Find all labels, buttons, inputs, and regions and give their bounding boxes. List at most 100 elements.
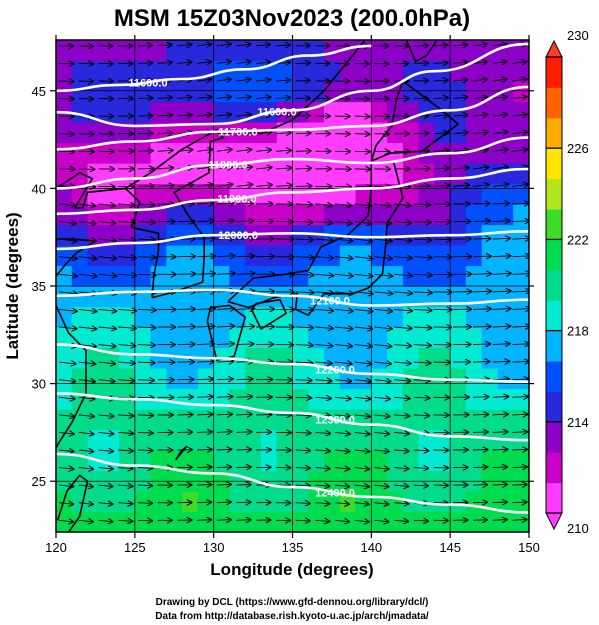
field-cell [260, 163, 278, 185]
wind-arrow [374, 503, 389, 505]
field-cell [182, 81, 199, 103]
field-cell [371, 306, 388, 328]
wind-arrow [216, 203, 233, 204]
colorbar-segment [546, 300, 562, 332]
contour-label: 11800.0 [208, 159, 247, 171]
field-cell [339, 142, 357, 164]
wind-arrow [98, 520, 113, 521]
wind-arrow [295, 397, 312, 398]
field-cell [260, 40, 278, 62]
wind-arrow [59, 292, 77, 294]
wind-arrow [335, 274, 353, 276]
wind-arrow [374, 309, 393, 311]
wind-arrow [78, 239, 96, 241]
field-cell [308, 511, 325, 532]
wind-arrow [59, 468, 73, 470]
field-cell [56, 511, 73, 532]
contour-label: 11700.0 [218, 126, 257, 138]
wind-arrow [354, 415, 370, 417]
wind-arrow [59, 503, 73, 505]
wind-arrow [354, 327, 372, 329]
field-cell [355, 101, 372, 123]
field-cell [260, 388, 278, 410]
wind-arrow [118, 432, 133, 433]
wind-arrow [394, 432, 409, 433]
wind-arrow [315, 239, 332, 240]
colorbar-tick-label: 218 [567, 324, 589, 339]
field-cell [292, 511, 309, 532]
wind-arrow [78, 222, 96, 224]
field-cell [166, 245, 183, 267]
wind-arrow [295, 63, 310, 64]
wind-arrow [216, 449, 232, 450]
wind-arrow [157, 98, 172, 99]
wind-arrow [453, 185, 469, 186]
wind-arrow [295, 222, 313, 223]
field-cell [56, 388, 73, 410]
wind-arrow [394, 380, 410, 381]
wind-arrow [295, 468, 310, 469]
field-cell [481, 368, 499, 390]
field-cell [481, 101, 499, 123]
field-cell [355, 245, 372, 267]
wind-arrow [374, 204, 391, 206]
wind-arrow [433, 186, 450, 187]
field-cell [166, 81, 183, 103]
wind-arrow [394, 257, 412, 259]
wind-arrow [118, 520, 132, 521]
field-cell [450, 286, 467, 308]
field-cell [103, 368, 120, 390]
wind-arrow [137, 116, 153, 117]
wind-arrow [315, 520, 329, 521]
field-cell [87, 245, 104, 267]
wind-arrow [413, 309, 432, 310]
field-cell [71, 122, 89, 144]
wind-vectors [59, 44, 529, 522]
x-tick-label: 145 [439, 540, 461, 555]
wind-arrow [472, 185, 489, 187]
contour-label: 12400.0 [315, 488, 355, 500]
field-cell [355, 368, 372, 390]
wind-arrow [197, 485, 211, 486]
wind-arrow [453, 45, 467, 46]
wind-arrow [472, 362, 490, 363]
field-cell [276, 224, 294, 246]
wind-arrow [433, 80, 448, 81]
wind-arrow [453, 167, 468, 169]
wind-arrow [492, 467, 507, 468]
wind-arrow [98, 239, 116, 241]
y-tick-label: 25 [32, 474, 46, 489]
wind-arrow [256, 185, 272, 187]
wind-arrow [512, 309, 529, 310]
field-cell [213, 368, 231, 390]
wind-arrow [472, 520, 487, 521]
field-cell [513, 511, 529, 532]
field-cell [103, 142, 120, 164]
field-cell [71, 81, 89, 103]
wind-arrow [472, 397, 489, 398]
field-cell [150, 245, 167, 267]
field-cell [134, 429, 152, 451]
wind-arrow [394, 520, 408, 521]
wind-arrow [492, 273, 511, 274]
field-cell [434, 265, 451, 287]
wind-arrow [315, 345, 332, 346]
wind-arrow [354, 450, 370, 452]
field-cell [339, 511, 357, 532]
field-cell [324, 142, 341, 164]
field-cell [134, 183, 152, 205]
colorbar-min-arrow [545, 512, 563, 531]
y-tick-label: 35 [32, 279, 46, 294]
wind-arrow [78, 450, 93, 452]
wind-arrow [335, 257, 353, 259]
contour-line [56, 167, 529, 216]
wind-arrow [394, 415, 409, 416]
field-cell [276, 388, 294, 410]
field-cell [465, 60, 483, 82]
wind-arrow [197, 344, 214, 345]
wind-arrow [59, 257, 77, 259]
wind-arrow [118, 239, 135, 240]
field-cell [182, 429, 199, 451]
field-cell [134, 142, 152, 164]
wind-arrow [295, 151, 311, 152]
